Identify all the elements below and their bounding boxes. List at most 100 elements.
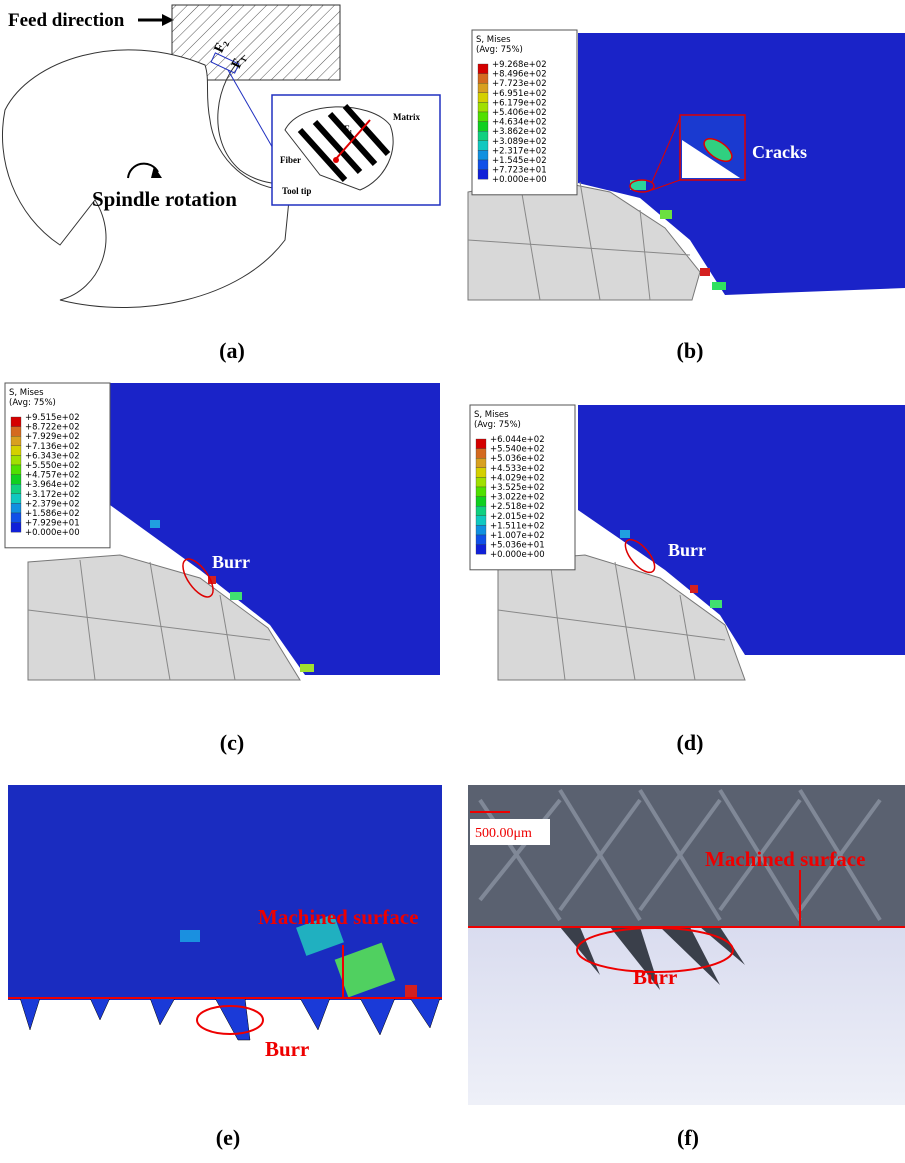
legend-value: +6.179e+02 [492, 98, 547, 108]
legend-swatch [478, 160, 488, 170]
legend-value: +2.317e+02 [492, 146, 547, 156]
burr-label: Burr [212, 552, 250, 572]
legend-value: +2.379e+02 [25, 499, 80, 509]
legend-swatch [11, 427, 21, 437]
inset-tool-tip: Tool tip [282, 186, 311, 196]
legend-swatch [476, 468, 486, 478]
panel-f: 500.00μm Machined surface Burr (f) [468, 785, 905, 1150]
legend: S, Mises(Avg: 75%)+9.268e+02+8.496e+02+7… [472, 30, 577, 195]
panel-c: Burr S, Mises(Avg: 75%) +9.515e+02+8.722e… [5, 383, 440, 755]
inset-force-point [333, 157, 339, 163]
legend-value: +0.000e+00 [25, 528, 80, 538]
legend-value: +9.515e+02 [25, 413, 80, 423]
legend-value: +7.136e+02 [25, 442, 80, 452]
legend-value: +3.089e+02 [492, 137, 547, 147]
legend-swatch [11, 523, 21, 533]
panel-a: Feed direction F₂ F₁ Matrix F₁ Fiber Too… [2, 5, 440, 363]
legend-swatch [476, 535, 486, 545]
legend-swatch [11, 417, 21, 427]
panel-label: (c) [220, 730, 244, 755]
spindle-rotation: Spindle rotation [92, 187, 237, 211]
legend-value: +1.545e+02 [492, 156, 547, 166]
legend-value: +3.022e+02 [490, 493, 545, 503]
legend-swatch [476, 458, 486, 468]
legend-swatch [11, 455, 21, 465]
legend-value: +5.550e+02 [25, 461, 80, 471]
legend-value: +4.029e+02 [490, 473, 545, 483]
legend-title: S, Mises [474, 410, 509, 420]
legend-swatch [478, 93, 488, 103]
legend-value: +5.406e+02 [492, 108, 547, 118]
legend-value: +3.964e+02 [25, 480, 80, 490]
cutter-body [2, 50, 290, 308]
legend-swatch [476, 545, 486, 555]
legend-swatch [478, 74, 488, 84]
legend-value: +7.723e+01 [492, 166, 547, 176]
legend-swatch [478, 64, 488, 74]
panel-d: Burr S, Mises(Avg: 75%)+6.044e+02+5.540e… [470, 405, 905, 755]
legend-value: +7.929e+02 [25, 432, 80, 442]
legend-value: +7.929e+01 [25, 519, 80, 529]
legend-swatch [11, 446, 21, 456]
legend-swatch [476, 506, 486, 516]
legend-swatch [478, 122, 488, 132]
legend-swatch [478, 112, 488, 122]
legend-value: +3.525e+02 [490, 483, 545, 493]
panel-e: Machined surface Burr (e) [8, 785, 442, 1150]
legend-value: +5.036e+01 [490, 541, 545, 551]
legend-swatch [476, 477, 486, 487]
legend-value: +6.044e+02 [490, 435, 545, 445]
panel-label: (e) [216, 1125, 240, 1150]
legend-value: +6.343e+02 [25, 451, 80, 461]
panel-label: (a) [219, 338, 245, 363]
burr-label: Burr [633, 965, 677, 989]
machined-surface-label: Machined surface [258, 905, 418, 929]
legend-value: +5.036e+02 [490, 454, 545, 464]
legend-swatch [478, 83, 488, 93]
legend-swatch [476, 439, 486, 449]
legend-swatch [478, 102, 488, 112]
legend-swatch [478, 141, 488, 151]
legend-swatch [11, 436, 21, 446]
legend-value: +1.007e+02 [490, 531, 545, 541]
legend-subtitle: (Avg: 75%) [476, 45, 523, 55]
inset-matrix: Matrix [393, 112, 420, 122]
feed-direction: Feed direction [8, 10, 125, 31]
legend-title: S, Mises [476, 35, 511, 45]
legend: S, Mises(Avg: 75%)+6.044e+02+5.540e+02+5… [470, 405, 575, 570]
figure: Feed direction F₂ F₁ Matrix F₁ Fiber Too… [0, 0, 905, 1163]
inset-force: F₁ [344, 124, 352, 134]
legend-swatch [476, 449, 486, 459]
legend-value: +3.862e+02 [492, 127, 547, 137]
legend-swatch [478, 150, 488, 160]
legend-swatch [476, 516, 486, 526]
legend-title: S, Mises [9, 388, 44, 398]
panel-b: Cracks S, Mises(Avg: 75%)+9.268e+02+8.49… [468, 30, 905, 363]
legend-swatch [476, 487, 486, 497]
burr-label: Burr [265, 1037, 309, 1061]
legend-swatch [476, 497, 486, 507]
inset-fiber: Fiber [280, 155, 301, 165]
legend-value: +4.757e+02 [25, 471, 80, 481]
panel-label: (b) [677, 338, 704, 363]
legend-subtitle: (Avg: 75%) [474, 420, 521, 430]
legend-swatch [11, 484, 21, 494]
legend-swatch [11, 465, 21, 475]
legend-subtitle: (Avg: 75%) [9, 398, 56, 408]
legend-value: +9.268e+02 [492, 60, 547, 70]
legend-value: +2.015e+02 [490, 512, 545, 522]
panel-label: (d) [677, 730, 704, 755]
panel-label: (f) [677, 1125, 699, 1150]
legend-value: +7.723e+02 [492, 79, 547, 89]
cracks-label: Cracks [752, 142, 807, 162]
legend-swatch [478, 131, 488, 141]
legend-value: +1.586e+02 [25, 509, 80, 519]
machined-surface-label: Machined surface [705, 847, 865, 871]
legend-value: +4.634e+02 [492, 118, 547, 128]
legend-value: +2.518e+02 [490, 502, 545, 512]
legend-value: +4.533e+02 [490, 464, 545, 474]
legend-swatch [11, 475, 21, 485]
legend-swatch [11, 503, 21, 513]
legend-value: +8.722e+02 [25, 423, 80, 433]
legend-swatch [11, 513, 21, 523]
